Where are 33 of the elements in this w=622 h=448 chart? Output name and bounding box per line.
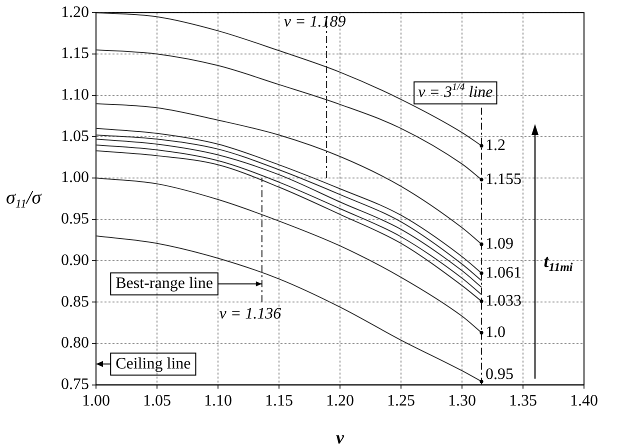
y-tick-label: 0.85 (61, 293, 89, 310)
x-axis-title: v (336, 427, 346, 448)
series-label: 1.061 (486, 264, 522, 282)
annotation: Ceiling line (116, 355, 191, 372)
x-tick-label: 1.35 (509, 392, 537, 410)
x-tick-label: 1.20 (326, 392, 354, 410)
x-tick-label: 1.15 (265, 392, 293, 410)
annotation: Best-range line (116, 275, 213, 292)
y-tick-label: 0.75 (61, 376, 89, 394)
x-tick-label: 1.10 (204, 392, 232, 410)
series-label: 1.0 (486, 324, 506, 341)
series-label: 1.155 (486, 170, 522, 188)
x-tick-label: 1.25 (387, 392, 415, 410)
line-series (96, 178, 484, 334)
line-series (96, 103, 484, 246)
series-label: 0.95 (486, 366, 514, 384)
series-label: 1.2 (486, 136, 506, 154)
ref-line-label: v = 1.136 (219, 306, 282, 323)
series-label: 1.09 (486, 235, 514, 252)
y-tick-label: 1.10 (61, 86, 89, 104)
y-tick-label: 0.95 (61, 210, 89, 228)
x-tick-label: 1.00 (82, 392, 110, 410)
y-tick-label: 1.00 (61, 169, 89, 186)
y-tick-label: 1.05 (61, 128, 89, 145)
ref-line-label: v = 1.189 (284, 14, 346, 31)
x-tick-label: 1.05 (143, 392, 171, 410)
y-tick-label: 0.90 (61, 252, 89, 269)
series-label: 1.033 (486, 292, 522, 310)
x-tick-label: 1.40 (570, 392, 598, 410)
y-tick-label: 1.20 (61, 4, 89, 21)
x-tick-label: 1.30 (448, 392, 476, 410)
y-tick-label: 1.15 (61, 45, 89, 62)
y-tick-label: 0.80 (61, 334, 89, 352)
